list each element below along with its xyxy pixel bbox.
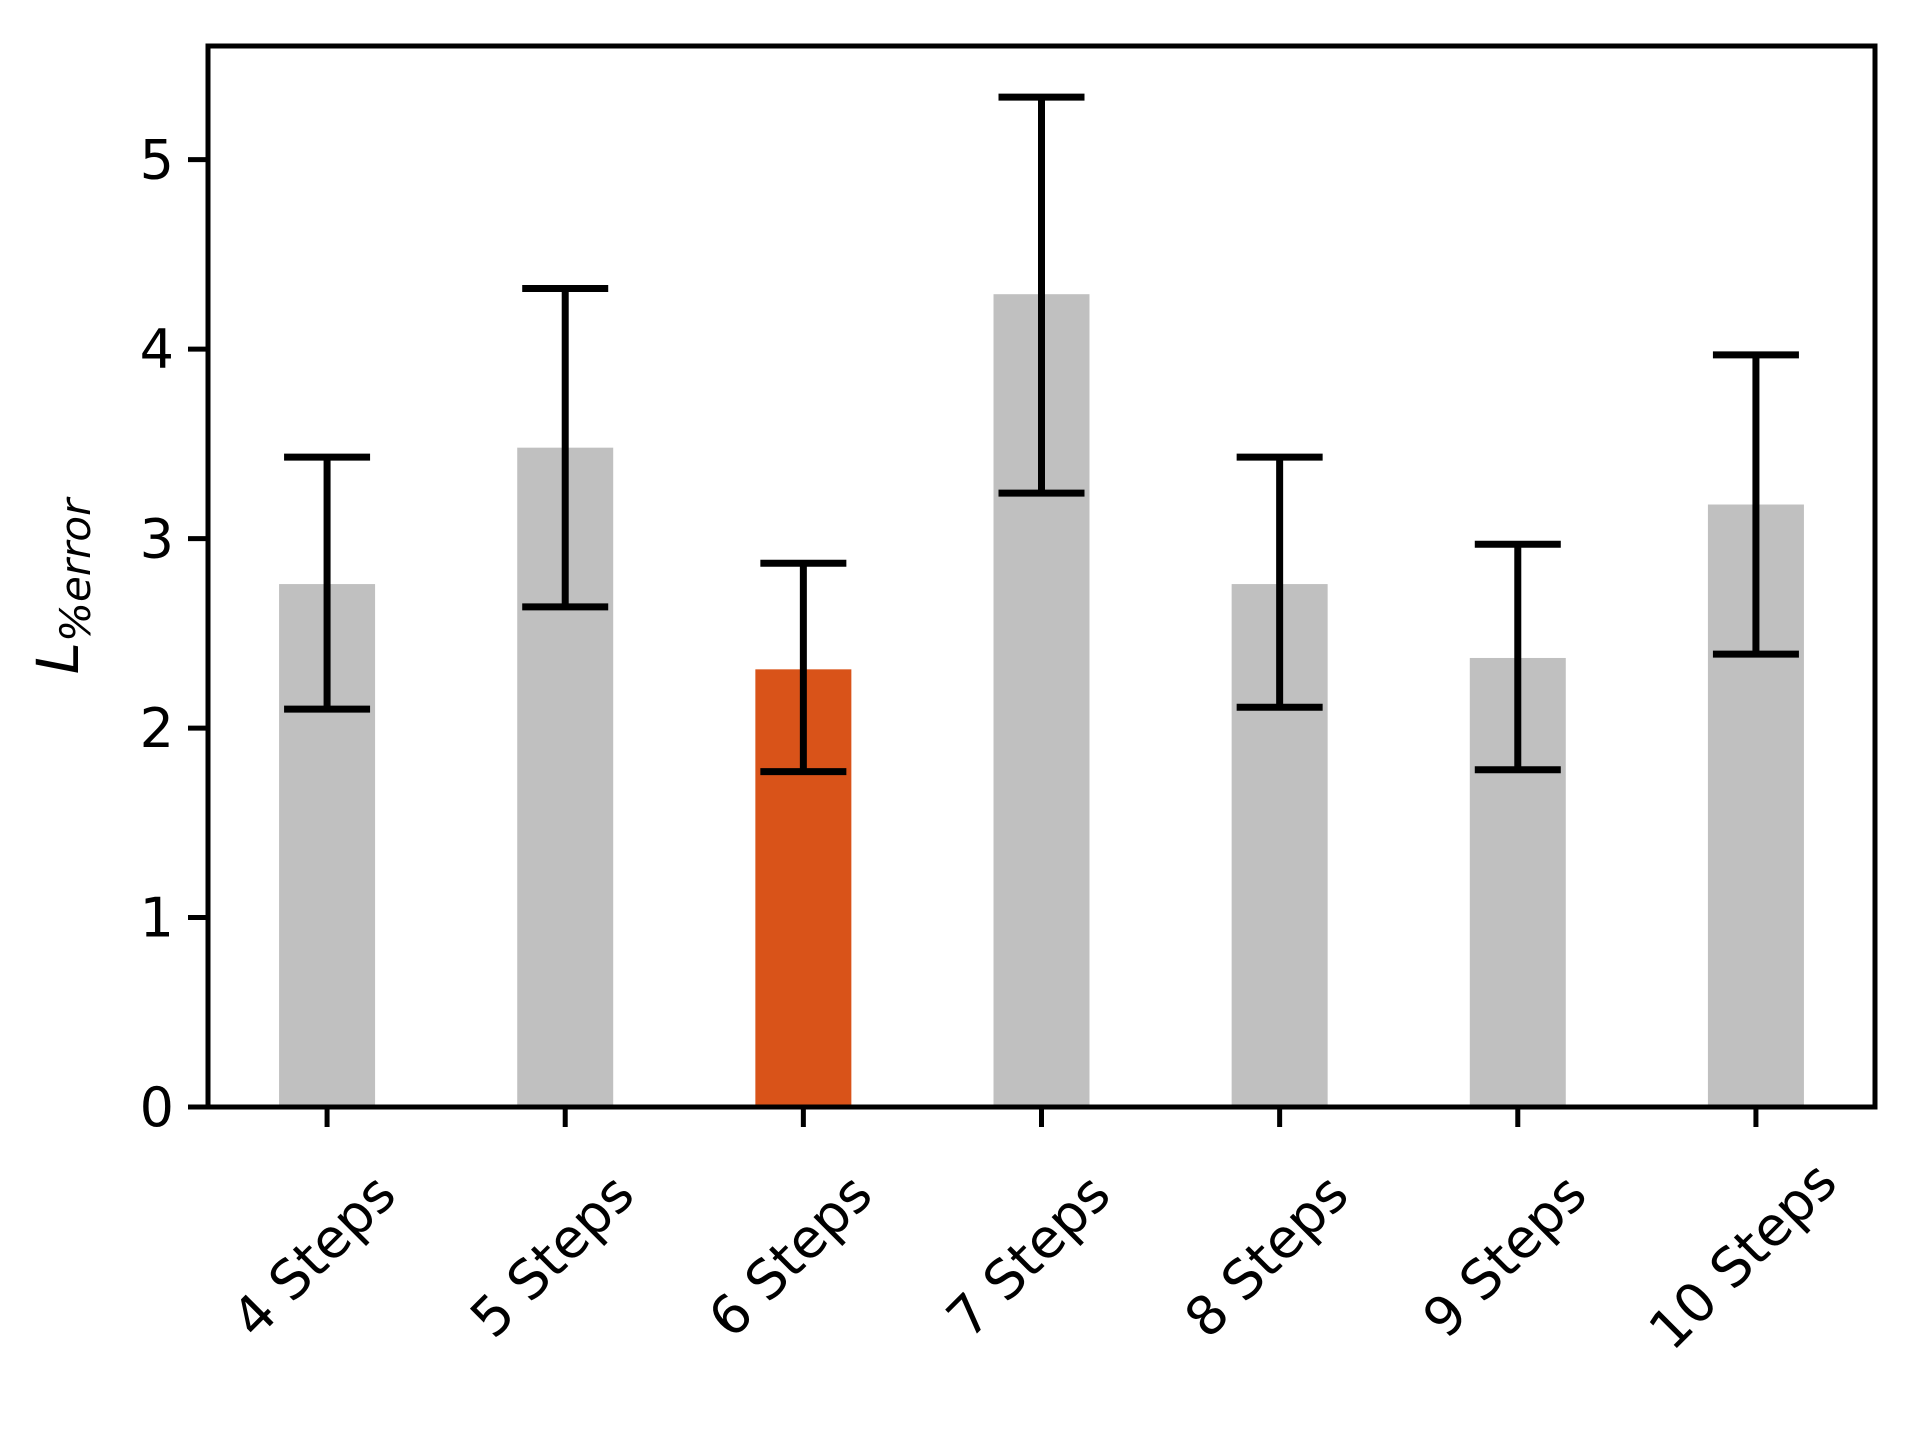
error-bar [1474,540,1561,774]
error-bar [760,559,847,776]
error-bar [522,285,609,611]
y-tick-label: 0 [140,1076,174,1139]
y-tick-label: 3 [140,508,174,571]
error-bar [284,453,371,713]
y-tick-label: 1 [140,886,174,949]
error-bar [1236,453,1323,711]
error-bar [1712,351,1799,658]
y-tick-label: 4 [140,318,174,381]
error-bar [998,93,1085,497]
y-tick-label: 5 [140,129,174,192]
y-tick-label: 2 [140,697,174,760]
y-axis-label: L%error [24,496,100,674]
